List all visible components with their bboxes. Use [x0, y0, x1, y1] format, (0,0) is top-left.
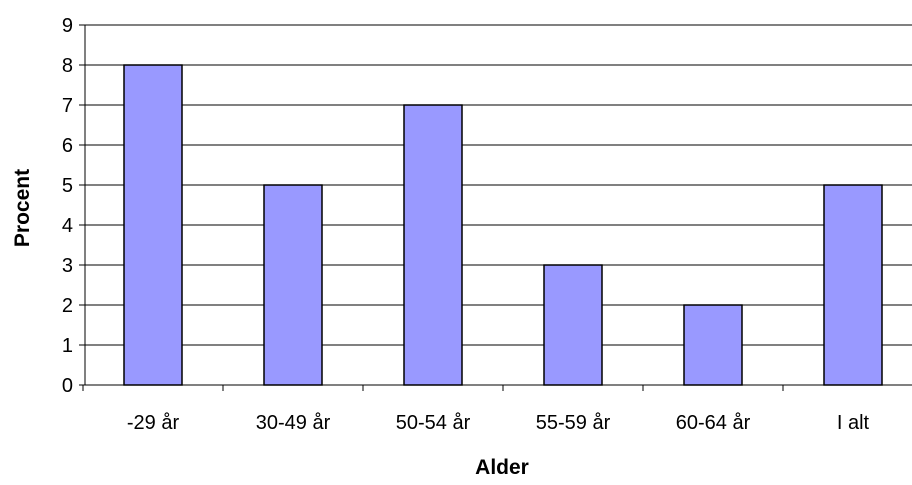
x-tick-label: 60-64 år: [676, 412, 751, 434]
x-axis-title: Alder: [475, 456, 529, 479]
y-tick-label: 3: [62, 255, 73, 277]
y-tick-label: 5: [62, 175, 73, 197]
y-tick-label: 4: [62, 215, 73, 237]
x-tick-labels: -29 år 30-49 år 50-54 år 55-59 år 60-64 år I …: [127, 412, 870, 434]
x-tick-label: I alt: [837, 412, 870, 434]
y-tick-label: 7: [62, 95, 73, 117]
y-tick-label: 9: [62, 15, 73, 37]
x-tick-label: 55-59 år: [536, 412, 611, 434]
y-tick-label: 2: [62, 295, 73, 317]
y-tick-label: 1: [62, 335, 73, 357]
y-tick-label: 8: [62, 55, 73, 77]
bar: [403, 104, 463, 386]
y-tick-labels: 0 1 2 3 4 5 6 7 8 9: [62, 15, 73, 397]
y-tick-label: 0: [62, 375, 73, 397]
y-tick-label: 6: [62, 135, 73, 157]
bar: [543, 264, 603, 386]
bar: [683, 304, 743, 386]
bar: [263, 184, 323, 386]
bars: [123, 64, 883, 386]
bar: [123, 64, 183, 386]
axes: [79, 24, 912, 391]
y-axis-title: Procent: [11, 169, 34, 247]
x-tick-label: -29 år: [127, 412, 180, 434]
bar: [823, 184, 883, 386]
gridlines: [85, 24, 912, 346]
x-tick-label: 50-54 år: [396, 412, 471, 434]
x-tick-label: 30-49 år: [256, 412, 331, 434]
